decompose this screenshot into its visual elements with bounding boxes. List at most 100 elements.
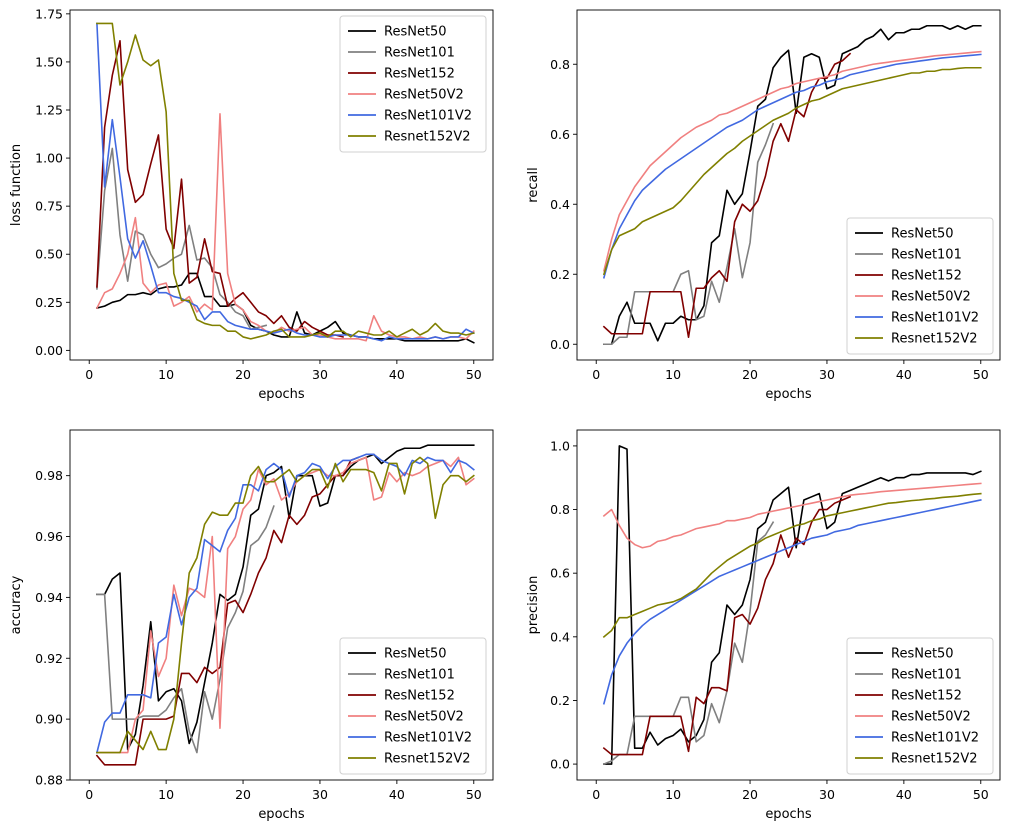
legend: ResNet50 ResNet101 ResNet152 ResNet50V2 ResN… — [339, 15, 487, 153]
y-tick-label: 0.6 — [550, 566, 570, 581]
y-tick-label: 0.4 — [550, 197, 570, 212]
chart-accuracy: 0 10 20 30 40 50 0.88 0.90 0.92 0.94 0.96 0.98 epoch… — [9, 429, 494, 822]
series-line-resnet101v2 — [602, 499, 982, 705]
axes-frame — [576, 9, 1001, 361]
legend-label-resnet50: ResNet50 — [891, 647, 954, 662]
series-line-resnet152 — [95, 456, 360, 766]
series-line-resnet152 — [96, 39, 344, 338]
series-line-resnet50v2 — [96, 456, 475, 754]
y-tick-label: 0.6 — [550, 127, 570, 142]
y-tick-label: 0.2 — [550, 267, 570, 282]
legend-label-resnet101v2: ResNet101V2 — [891, 311, 979, 326]
y-tick-label: 0.94 — [35, 590, 63, 605]
y-axis-label: loss function — [9, 144, 24, 226]
chart-precision: 0 10 20 30 40 50 0.0 0.2 0.4 0.6 0.8 1.0 epochs preci… — [526, 429, 1001, 822]
y-tick-label: 0.0 — [550, 337, 570, 352]
legend-label-resnet101v2: ResNet101V2 — [384, 731, 472, 746]
legend-box — [339, 637, 487, 775]
x-tick-label: 40 — [896, 367, 912, 382]
legend-label-resnet152: ResNet152 — [384, 67, 455, 82]
y-tick-label: 0.25 — [35, 295, 63, 310]
y-tick-label: 0.00 — [35, 343, 63, 358]
legend-label-resnet50: ResNet50 — [384, 25, 447, 40]
series-lines — [95, 22, 475, 344]
y-tick-label: 0.50 — [35, 247, 63, 262]
y-axis-label: recall — [526, 167, 541, 202]
x-tick-label: 50 — [973, 367, 989, 382]
x-axis-label: epochs — [258, 807, 305, 822]
x-tick-label: 30 — [312, 367, 328, 382]
legend-label-resnet50v2: ResNet50V2 — [891, 710, 971, 725]
y-tick-label: 0.92 — [35, 651, 63, 666]
y-tick-label: 1.00 — [35, 151, 63, 166]
series-line-resnet101v2 — [95, 453, 475, 754]
series-line-resnet101v2 — [96, 22, 475, 342]
x-tick-label: 0 — [592, 367, 600, 382]
legend-label-resnet152v2: Resnet152V2 — [891, 752, 978, 767]
series-line-resnet50v2 — [602, 482, 982, 549]
x-tick-label: 40 — [389, 367, 405, 382]
legend-label-resnet152v2: Resnet152V2 — [891, 332, 978, 347]
series-line-resnet101v2 — [602, 53, 982, 279]
y-axis-label: accuracy — [9, 575, 24, 634]
series-line-resnet152 — [602, 52, 852, 339]
y-tick-label: 0.98 — [35, 468, 63, 483]
y-tick-label: 1.25 — [35, 103, 63, 118]
y-tick-label: 0.8 — [550, 502, 570, 517]
chart-recall: 0 10 20 30 40 50 0.0 0.2 0.4 0.6 0.8 epochs recall Re… — [526, 9, 1001, 402]
series-line-resnet101 — [603, 122, 775, 346]
legend-box — [846, 637, 994, 775]
x-tick-label: 0 — [85, 367, 93, 382]
series-line-resnet152 — [602, 495, 852, 756]
x-tick-label: 20 — [742, 787, 758, 802]
series-lines — [95, 444, 475, 766]
x-tick-label: 10 — [158, 367, 174, 382]
legend-label-resnet101: ResNet101 — [384, 668, 455, 683]
series-line-resnet152v2 — [602, 66, 982, 276]
x-tick-label: 30 — [312, 787, 328, 802]
series-line-resnet50 — [95, 272, 475, 344]
series-line-resnet50 — [603, 445, 982, 765]
x-tick-label: 50 — [973, 787, 989, 802]
series-lines — [602, 24, 982, 346]
series-line-resnet101 — [96, 505, 275, 754]
x-tick-label: 20 — [235, 367, 251, 382]
x-tick-label: 30 — [819, 367, 835, 382]
legend-label-resnet101: ResNet101 — [891, 668, 962, 683]
axes-frame — [69, 9, 494, 361]
legend-label-resnet152: ResNet152 — [891, 269, 962, 284]
axes-frame — [576, 429, 1001, 781]
series-line-resnet50 — [96, 444, 475, 751]
x-axis-label: epochs — [258, 387, 305, 402]
series-line-resnet152v2 — [602, 492, 982, 638]
x-tick-label: 0 — [592, 787, 600, 802]
x-axis-label: epochs — [765, 387, 812, 402]
x-tick-label: 40 — [389, 787, 405, 802]
chart-loss: 0 10 20 30 40 50 0.00 0.25 0.50 0.75 1.00 1.25 1.50 1… — [9, 6, 494, 402]
y-tick-label: 1.0 — [550, 438, 570, 453]
x-tick-label: 10 — [158, 787, 174, 802]
axes-frame — [69, 429, 494, 781]
series-line-resnet101 — [96, 147, 268, 331]
y-tick-label: 1.75 — [35, 6, 63, 21]
series-line-resnet50v2 — [602, 50, 982, 272]
legend: ResNet50 ResNet101 ResNet152 ResNet50V2 ResN… — [846, 217, 994, 355]
x-tick-label: 50 — [466, 787, 482, 802]
x-tick-label: 0 — [85, 787, 93, 802]
y-tick-label: 0.2 — [550, 693, 570, 708]
x-tick-label: 20 — [235, 787, 251, 802]
legend: ResNet50 ResNet101 ResNet152 ResNet50V2 ResN… — [846, 637, 994, 775]
legend-label-resnet152: ResNet152 — [384, 689, 455, 704]
y-axis-label: precision — [526, 576, 541, 635]
legend-label-resnet101: ResNet101 — [384, 46, 455, 61]
x-tick-label: 20 — [742, 367, 758, 382]
y-tick-label: 0.96 — [35, 529, 63, 544]
legend-label-resnet101: ResNet101 — [891, 248, 962, 263]
x-tick-label: 10 — [665, 787, 681, 802]
x-axis-label: epochs — [765, 807, 812, 822]
legend-label-resnet50: ResNet50 — [891, 227, 954, 242]
series-line-resnet152v2 — [96, 456, 475, 754]
legend-label-resnet50v2: ResNet50V2 — [891, 290, 971, 305]
legend-label-resnet152: ResNet152 — [891, 689, 962, 704]
